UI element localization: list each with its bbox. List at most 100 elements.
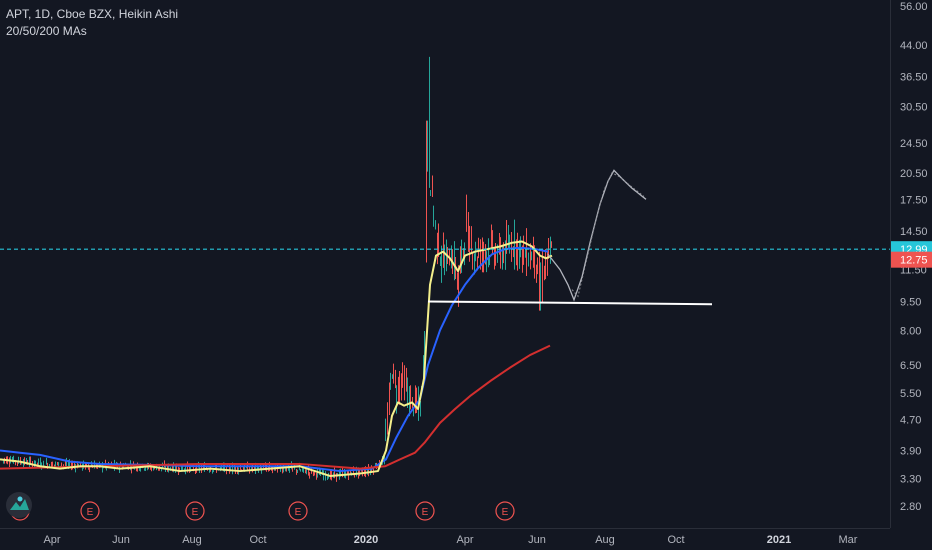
candle-body <box>471 243 472 248</box>
earnings-marker-label: E <box>87 507 94 518</box>
indicator-info[interactable]: 20/50/200 MAs <box>6 24 87 38</box>
candle-body <box>209 470 210 472</box>
candle-body <box>131 468 132 470</box>
candle-body <box>38 461 39 464</box>
candle-body <box>426 241 427 253</box>
candle-body <box>299 467 300 471</box>
price-axis[interactable]: 56.00 44.00 36.50 30.50 24.50 20.50 17.50 14.50… <box>890 0 928 528</box>
candle-body <box>52 463 53 467</box>
candle-body <box>384 456 385 462</box>
candle-body <box>398 385 399 399</box>
candle-body <box>263 467 264 469</box>
candle-body <box>140 468 141 470</box>
candle-body <box>175 465 176 470</box>
candle-body <box>176 467 177 470</box>
candle-body <box>265 466 266 469</box>
candle-body <box>286 467 287 471</box>
candle-body <box>61 465 62 467</box>
candle-body <box>451 263 452 269</box>
price-tick-label: 3.30 <box>900 474 921 486</box>
symbol-info[interactable]: APT, 1D, Cboe BZX, Heikin Ashi <box>6 7 179 21</box>
secondary-price-badge-text: 12.75 <box>900 255 928 267</box>
candle-body <box>402 370 403 378</box>
candle-body <box>340 472 341 476</box>
candle-body <box>316 474 317 477</box>
time-tick-label: Mar <box>839 534 858 546</box>
candle-body <box>468 230 469 246</box>
candle-body <box>58 462 59 468</box>
candle-body <box>424 336 425 353</box>
candle-body <box>282 469 283 472</box>
candle-body <box>542 269 543 286</box>
candle-body <box>545 261 546 265</box>
candle-body <box>486 254 487 261</box>
candle-body <box>244 466 245 471</box>
time-axis[interactable]: Apr Jun Aug Oct 2020 Apr Jun Aug Oct 2021 Mar <box>0 528 890 547</box>
candle-body <box>491 240 492 245</box>
candle-body <box>347 471 348 475</box>
price-tick-label: 8.00 <box>900 325 921 337</box>
candle-body <box>212 470 213 472</box>
candle-body <box>51 462 52 467</box>
candle-body <box>308 470 309 472</box>
candle-body <box>254 466 255 468</box>
candle-body <box>513 253 514 255</box>
candle-body <box>280 467 281 470</box>
price-tick-label: 3.90 <box>900 446 921 458</box>
support-trendline <box>427 300 713 306</box>
candle-body <box>440 259 441 264</box>
candle-body <box>122 466 123 469</box>
candle-body <box>328 476 329 479</box>
chart-legend: APT, 1D, Cboe BZX, Heikin Ashi 20/50/200… <box>6 6 178 40</box>
candle-body <box>385 435 386 438</box>
candle-body <box>37 463 38 465</box>
candle-body <box>435 222 436 224</box>
logo-background <box>6 492 32 518</box>
candle-body <box>181 465 182 470</box>
candle-body <box>433 211 434 216</box>
price-tick-label: 56.00 <box>900 1 928 13</box>
candle-body <box>210 469 211 471</box>
candle-body <box>9 462 10 464</box>
candle-body <box>520 239 521 247</box>
candle-body <box>43 461 44 464</box>
candle-body <box>441 264 442 267</box>
candle-body <box>469 234 470 257</box>
candle-body <box>237 467 238 472</box>
candle-body <box>502 255 503 264</box>
candle-body <box>145 468 146 470</box>
candle-body <box>389 394 390 407</box>
candle-body <box>220 467 221 469</box>
candle-body <box>534 245 535 267</box>
candle-body <box>184 468 185 471</box>
tradingview-logo-icon[interactable] <box>6 492 32 518</box>
candle-body <box>63 464 64 466</box>
candle-body <box>499 243 500 245</box>
projection-path <box>547 169 647 302</box>
candle-body <box>447 247 448 250</box>
candle-body <box>54 464 55 466</box>
candle-body <box>430 190 431 196</box>
candle-body <box>313 473 314 475</box>
candle-body <box>472 260 473 262</box>
candle-body <box>277 466 278 472</box>
candle-body <box>530 252 531 261</box>
candle-body <box>23 462 24 465</box>
candle-body <box>303 468 304 471</box>
ma-20-line <box>0 240 553 477</box>
candle-body <box>446 252 447 270</box>
candle-body <box>373 468 374 472</box>
candle-body <box>371 469 372 473</box>
candle-body <box>323 474 324 478</box>
earnings-marker-label: E <box>192 507 199 518</box>
candle-body <box>46 462 47 465</box>
candle-body <box>464 251 465 253</box>
candle-body <box>35 460 36 465</box>
candle-body <box>452 259 453 270</box>
candle-body <box>69 462 70 466</box>
candle-body <box>526 244 527 267</box>
candle-body <box>182 468 183 471</box>
candle-body <box>49 465 50 467</box>
candle-body <box>306 473 307 475</box>
